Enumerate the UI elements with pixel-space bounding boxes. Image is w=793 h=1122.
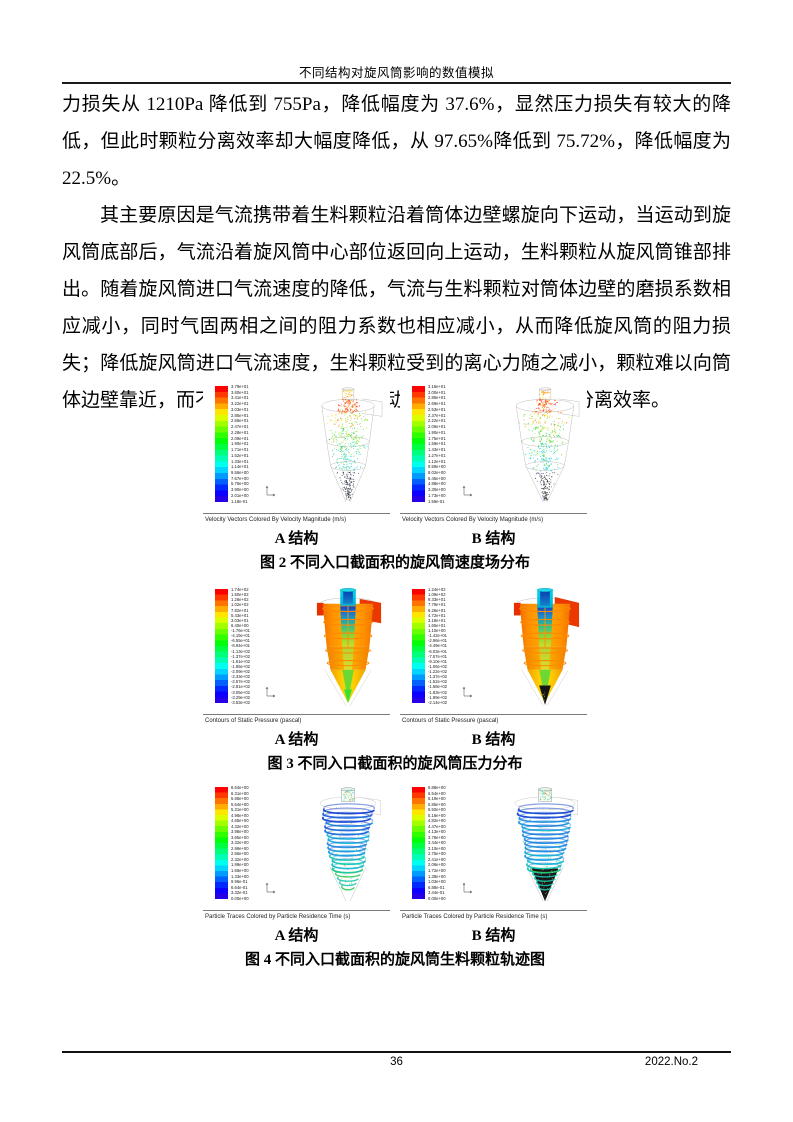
colorbar bbox=[412, 386, 425, 502]
cfd-panel-fig2-a: 3.79e+01 3.60e+01 3.41e+01 3.22e+01 3.03e+01… bbox=[203, 383, 390, 524]
figure-3: 1.74e+02 1.50e+02 1.26e+02 1.02e+02 7.82e+01… bbox=[203, 586, 587, 773]
figure-caption: 图 2 不同入口截面积的旋风筒速度场分布 bbox=[259, 555, 530, 571]
cyclone-pressure-a bbox=[316, 588, 382, 706]
panel-label-b: B 结构 bbox=[471, 531, 516, 547]
cfd-panel-fig3-b: 1.24e+02 1.09e+02 9.33e+01 7.79e+01 6.26e+01… bbox=[400, 586, 587, 725]
footer-rule bbox=[62, 1051, 731, 1054]
panel-label-a: A 结构 bbox=[274, 928, 319, 944]
plot-subtitle: Contours of Static Pressure (pascal) bbox=[402, 718, 499, 724]
colorbar bbox=[412, 589, 425, 703]
axis-triad-icon bbox=[462, 882, 473, 894]
cfd-panel-fig4-b: 6.88e+00 6.54e+00 6.19e+00 5.85e+00 5.50e+00… bbox=[400, 784, 587, 921]
axis-triad-icon bbox=[462, 686, 473, 698]
page-number: 36 bbox=[390, 1056, 403, 1068]
cfd-plot: 1.74e+02 1.50e+02 1.26e+02 1.02e+02 7.82e+01… bbox=[203, 586, 390, 715]
colorbar-labels: 3.16e+01 3.00e+01 2.85e+01 2.69e+01 2.53e+01… bbox=[428, 385, 446, 504]
colorbar-labels: 6.64e+00 6.31e+00 5.98e+00 5.64e+00 5.31e+00… bbox=[231, 786, 249, 901]
colorbar bbox=[215, 589, 228, 703]
axis-triad-icon bbox=[265, 686, 276, 698]
cfd-plot: 6.88e+00 6.54e+00 6.19e+00 5.85e+00 5.50e+00… bbox=[400, 784, 587, 911]
plot-subtitle: Particle Traces Colored by Particle Resi… bbox=[205, 914, 351, 920]
axis-triad-icon bbox=[265, 882, 276, 894]
panel-label-a: A 结构 bbox=[274, 732, 319, 748]
plot-subtitle: Velocity Vectors Colored By Velocity Mag… bbox=[205, 517, 347, 523]
figure-2: 3.79e+01 3.60e+01 3.41e+01 3.22e+01 3.03e+01… bbox=[203, 383, 587, 572]
cyclone-velocity-a bbox=[321, 387, 383, 503]
axis-triad-icon bbox=[265, 485, 276, 497]
paragraph: 力损失从 1210Pa 降低到 755Pa，降低幅度为 37.6%，显然压力损失… bbox=[62, 94, 731, 189]
colorbar-labels: 6.88e+00 6.54e+00 6.19e+00 5.85e+00 5.50e+00… bbox=[428, 786, 446, 901]
panel-label-b: B 结构 bbox=[471, 928, 516, 944]
cfd-plot: 3.16e+01 3.00e+01 2.85e+01 2.69e+01 2.53e+01… bbox=[400, 383, 587, 514]
cfd-panel-fig2-b: 3.16e+01 3.00e+01 2.85e+01 2.69e+01 2.53e+01… bbox=[400, 383, 587, 524]
panel-label-b: B 结构 bbox=[471, 732, 516, 748]
colorbar bbox=[215, 787, 228, 899]
issue-label: 2022.No.2 bbox=[644, 1056, 698, 1068]
running-head-title: 不同结构对旋风筒影响的数值模拟 bbox=[298, 66, 494, 80]
body-text: 力损失从 1210Pa 降低到 755Pa，降低幅度为 37.6%，显然压力损失… bbox=[62, 86, 731, 419]
colorbar bbox=[215, 386, 228, 502]
plot-subtitle: Contours of Static Pressure (pascal) bbox=[205, 718, 302, 724]
colorbar-labels: 1.24e+02 1.09e+02 9.33e+01 7.79e+01 6.26e+01… bbox=[428, 588, 447, 705]
cfd-plot: 6.64e+00 6.31e+00 5.98e+00 5.64e+00 5.31e+00… bbox=[203, 784, 390, 911]
cyclone-particle-a bbox=[319, 787, 381, 902]
cyclone-particle-b bbox=[514, 787, 578, 902]
plot-subtitle: Velocity Vectors Colored By Velocity Mag… bbox=[402, 517, 544, 523]
panel-label-a: A 结构 bbox=[274, 531, 319, 547]
cfd-panel-fig3-a: 1.74e+02 1.50e+02 1.26e+02 1.02e+02 7.82e+01… bbox=[203, 586, 390, 725]
plot-subtitle: Particle Traces Colored by Particle Resi… bbox=[402, 914, 548, 920]
figure-4: 6.64e+00 6.31e+00 5.98e+00 5.64e+00 5.31e+00… bbox=[203, 784, 587, 969]
colorbar-labels: 1.74e+02 1.50e+02 1.26e+02 1.02e+02 7.82e+01… bbox=[231, 588, 250, 705]
colorbar-labels: 3.79e+01 3.60e+01 3.41e+01 3.22e+01 3.03e+01… bbox=[231, 385, 249, 504]
cyclone-velocity-b bbox=[515, 387, 580, 503]
axis-triad-icon bbox=[462, 485, 473, 497]
cfd-panel-fig4-a: 6.64e+00 6.31e+00 5.98e+00 5.64e+00 5.31e+00… bbox=[203, 784, 390, 921]
colorbar bbox=[412, 787, 425, 899]
cfd-plot: 3.79e+01 3.60e+01 3.41e+01 3.22e+01 3.03e+01… bbox=[203, 383, 390, 514]
figure-caption: 图 4 不同入口截面积的旋风筒生料颗粒轨迹图 bbox=[244, 952, 545, 968]
cyclone-pressure-b bbox=[513, 588, 580, 706]
header-rule bbox=[62, 82, 731, 84]
figure-caption: 图 3 不同入口截面积的旋风筒压力分布 bbox=[267, 756, 523, 772]
cfd-plot: 1.24e+02 1.09e+02 9.33e+01 7.79e+01 6.26e+01… bbox=[400, 586, 587, 715]
